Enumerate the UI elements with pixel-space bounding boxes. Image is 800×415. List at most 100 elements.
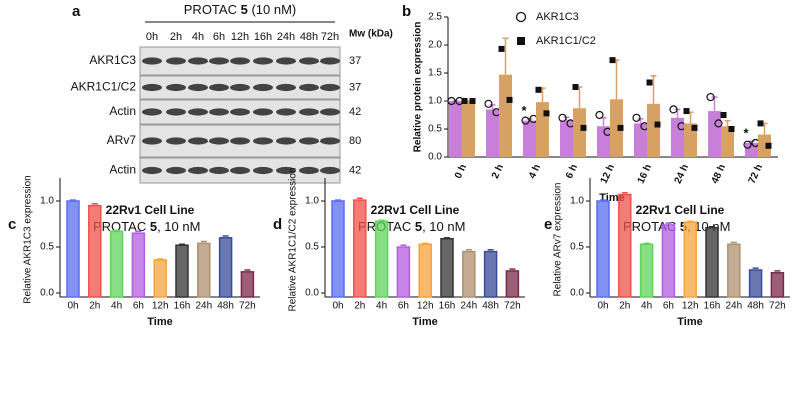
significance: * (743, 125, 749, 140)
point (669, 105, 678, 114)
band (230, 166, 250, 175)
y-tick-label: 0.0 (428, 152, 442, 163)
row-label: Actin (109, 104, 136, 118)
x-tick-label: 2 h (490, 163, 506, 181)
point (543, 110, 550, 117)
y-tick-label: 1.0 (570, 196, 584, 207)
band (230, 108, 250, 116)
x-tick-label: 6h (663, 301, 674, 312)
legend-label: AKR1C1/C2 (536, 35, 596, 47)
point (521, 116, 530, 125)
bar (684, 123, 697, 157)
point (461, 98, 468, 104)
x-tick-label: 72h (239, 301, 256, 312)
y-tick-label: 0.5 (40, 242, 54, 253)
band (188, 166, 208, 175)
heading-part: 5 (680, 219, 687, 234)
lane-label: 12h (231, 31, 249, 43)
y-tick-label: 1.0 (40, 196, 54, 207)
band (166, 137, 186, 145)
x-tick-label: 2h (89, 301, 100, 312)
x-tick-label: 0 h (453, 163, 469, 181)
y-tick-label: 2.0 (428, 40, 442, 51)
band (276, 137, 296, 145)
x-tick-label: 12h (682, 301, 699, 312)
x-tick-label: 16h (439, 301, 456, 312)
x-tick-label: 12h (417, 301, 434, 312)
point (654, 121, 661, 128)
band (253, 108, 273, 116)
point (743, 140, 752, 149)
panel-label: b (402, 3, 411, 20)
band (188, 83, 208, 92)
x-axis-label: Time (677, 316, 702, 328)
band (276, 108, 296, 116)
band (253, 57, 273, 65)
y-axis-label: Relative AKR1C1/C2 expression (288, 168, 299, 312)
bar (197, 242, 211, 298)
row-label: ARv7 (107, 133, 137, 147)
bar (240, 271, 255, 298)
mw: 80 (349, 135, 361, 147)
point (535, 86, 542, 93)
y-tick-label: 1.0 (305, 196, 319, 207)
band (142, 108, 162, 116)
bar (374, 220, 389, 298)
point (484, 99, 493, 108)
band (209, 108, 229, 116)
x-tick-label: 48h (217, 301, 234, 312)
bar (153, 259, 167, 298)
band (166, 108, 186, 116)
heading-part: (10 nM) (248, 2, 296, 17)
chart-title: 22Rv1 Cell Line (371, 203, 460, 217)
point (580, 124, 587, 131)
band (276, 166, 296, 175)
point (595, 110, 604, 120)
band (209, 137, 229, 145)
bar (175, 244, 189, 298)
heading: PROTAC 5, 10 nM (93, 219, 200, 234)
band (166, 83, 186, 92)
point (646, 79, 653, 86)
bar (353, 199, 367, 298)
mw: 42 (349, 106, 361, 118)
y-tick-label: 0.5 (305, 242, 319, 253)
y-axis-label: Relative protein expression (413, 22, 424, 153)
band (209, 83, 229, 92)
x-tick-label: 48h (482, 301, 499, 312)
panel-label: d (273, 216, 282, 233)
bar (560, 120, 573, 157)
bar (523, 120, 536, 157)
x-tick-label: 72 h (747, 163, 765, 186)
mw-title: Mw (kDa) (349, 29, 393, 40)
y-tick-label: 0.5 (428, 124, 442, 135)
x-tick-label: 4 h (527, 163, 543, 181)
row-label: AKR1C3 (89, 53, 136, 67)
band (320, 108, 340, 116)
bar (440, 237, 454, 298)
point (765, 142, 772, 149)
x-axis-label: Time (412, 316, 437, 328)
lane-label: 2h (170, 31, 182, 43)
heading-part: PROTAC (184, 2, 241, 17)
point (714, 119, 723, 128)
band (230, 57, 250, 65)
band (276, 83, 296, 92)
band (142, 83, 162, 92)
point (506, 96, 513, 103)
band (320, 137, 340, 145)
x-tick-label: 16h (174, 301, 191, 312)
band (142, 166, 162, 175)
bar (331, 200, 345, 298)
lane-label: 72h (321, 31, 339, 43)
lane-label: 6h (213, 31, 225, 43)
band (188, 108, 208, 116)
panel-label: c (8, 216, 16, 233)
band (299, 137, 319, 145)
bar (727, 243, 741, 298)
chart-title: 22Rv1 Cell Line (106, 203, 195, 217)
band (230, 137, 250, 145)
point (609, 57, 616, 64)
significance: * (521, 103, 527, 118)
